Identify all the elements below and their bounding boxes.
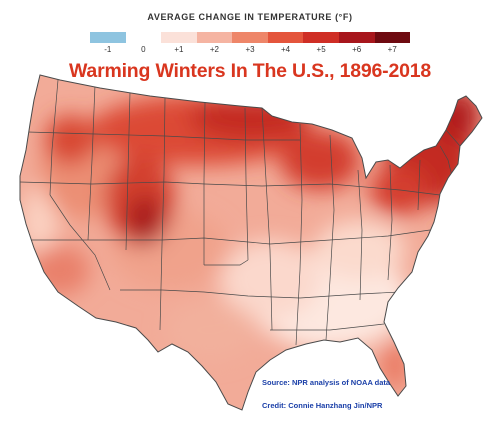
- legend-swatch: [196, 32, 233, 43]
- legend-swatch: [232, 32, 268, 43]
- legend-tick-label: -1: [104, 45, 112, 54]
- legend-tick-label: +1: [174, 45, 184, 54]
- source-note: Source: NPR analysis of NOAA data: [262, 378, 391, 387]
- legend-swatch: [303, 32, 339, 43]
- legend-tick-label: +7: [387, 45, 397, 54]
- legend-tick-label: +4: [280, 45, 291, 54]
- legend-tick-label: +6: [352, 45, 362, 54]
- credit-note: Credit: Connie Hanzhang Jin/NPR: [262, 401, 383, 410]
- legend-tick-label: +3: [245, 45, 255, 54]
- legend-swatch: [125, 32, 162, 43]
- legend-tick-label: +5: [316, 45, 326, 54]
- legend-swatch: [338, 32, 375, 43]
- state-borders: [20, 79, 461, 346]
- map-title: Warming Winters In The U.S., 1896-2018: [68, 60, 432, 82]
- legend-tick-labels: -1 0 +1 +2 +3 +4 +5 +6 +7: [90, 45, 410, 57]
- legend-swatch: [90, 32, 126, 43]
- legend-swatch: [267, 32, 304, 43]
- color-legend-bar: [90, 32, 411, 43]
- legend-tick-label: 0: [141, 45, 146, 54]
- legend-swatch: [161, 32, 197, 43]
- legend-swatch: [374, 32, 411, 43]
- legend-title: AVERAGE CHANGE IN TEMPERATURE (°F): [147, 12, 353, 22]
- temperature-heat-layer: [22, 90, 480, 390]
- legend-tick-label: +2: [209, 45, 219, 54]
